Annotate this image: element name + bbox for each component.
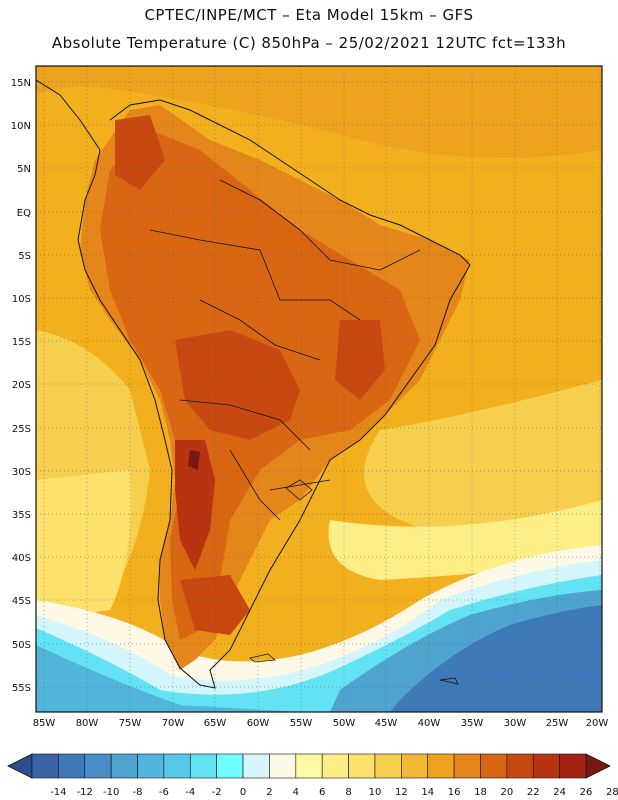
colorbar-label: 12: [395, 787, 408, 798]
lat-label: 45S: [12, 596, 31, 607]
colorbar-segment: [321, 753, 349, 779]
colorbar-label: 10: [369, 787, 382, 798]
map-title-variable: Absolute Temperature (C) 850hPa – 25/02/…: [51, 34, 567, 52]
lon-label: 25W: [546, 718, 569, 729]
colorbar-label: 14: [421, 787, 434, 798]
colorbar-label: 26: [580, 787, 593, 798]
lat-label: 30S: [12, 467, 31, 478]
lon-label: 50W: [333, 718, 356, 729]
lat-label: 5N: [17, 164, 31, 175]
temperature-field: [36, 66, 602, 712]
colorbar-segment: [295, 753, 323, 779]
colorbar-label: 16: [448, 787, 461, 798]
lat-label: 35S: [12, 510, 31, 521]
lon-label: 60W: [247, 718, 270, 729]
lat-label: 10N: [11, 121, 31, 132]
lat-label: 25S: [12, 424, 31, 435]
lat-label: 55S: [12, 683, 31, 694]
colorbar-segment: [559, 753, 587, 779]
colorbar-label: -6: [159, 787, 169, 798]
lat-label: 15S: [12, 337, 31, 348]
colorbar-segment: [453, 753, 481, 779]
lat-label: 40S: [12, 553, 31, 564]
colorbar-label: -14: [50, 787, 66, 798]
temperature-colorbar: -14 -12 -10 -8 -6 -4 -2 0 2 4 6 8 10 12 14 16 18 20 22 24 26…: [7, 753, 618, 798]
colorbar-segment: [269, 753, 297, 779]
colorbar-segment: [84, 753, 112, 779]
colorbar-label: 28: [606, 787, 618, 798]
colorbar-label: -8: [133, 787, 143, 798]
colorbar-segment: [58, 753, 86, 779]
colorbar-label: 8: [345, 787, 351, 798]
colorbar-label: 20: [500, 787, 513, 798]
lat-label: EQ: [17, 208, 31, 219]
colorbar-label: 24: [553, 787, 566, 798]
lat-label: 5S: [18, 251, 31, 262]
map-title-source: CPTEC/INPE/MCT – Eta Model 15km – GFS: [144, 6, 474, 24]
colorbar-segment: [401, 753, 429, 779]
colorbar-label: 4: [293, 787, 299, 798]
colorbar-segment: [216, 753, 244, 779]
colorbar-label: 2: [266, 787, 272, 798]
colorbar-label: -4: [185, 787, 195, 798]
lon-label: 65W: [204, 718, 227, 729]
colorbar-label: 0: [240, 787, 246, 798]
lat-label: 50S: [12, 640, 31, 651]
colorbar-segment: [110, 753, 138, 779]
colorbar-label: 6: [319, 787, 325, 798]
lon-label: 70W: [162, 718, 185, 729]
colorbar-segment: [163, 753, 191, 779]
colorbar-segment: [137, 753, 165, 779]
lon-label: 45W: [375, 718, 398, 729]
colorbar-segment: [506, 753, 534, 779]
colorbar-label: -2: [212, 787, 222, 798]
colorbar-segment: [31, 753, 59, 779]
lat-label: 15N: [11, 78, 31, 89]
lon-label: 75W: [119, 718, 142, 729]
colorbar-segment: [532, 753, 560, 779]
lon-label: 40W: [418, 718, 441, 729]
colorbar-segment: [189, 753, 217, 779]
lon-label: 80W: [76, 718, 99, 729]
colorbar-segment: [242, 753, 270, 779]
colorbar-label: 22: [527, 787, 540, 798]
lat-label: 20S: [12, 380, 31, 391]
lon-label: 20W: [586, 718, 609, 729]
lon-label: 55W: [290, 718, 313, 729]
map-frame: [35, 65, 603, 713]
colorbar-high-triangle: [585, 753, 611, 779]
colorbar-label: -10: [103, 787, 119, 798]
colorbar-segment: [374, 753, 402, 779]
colorbar-low-triangle: [7, 753, 33, 779]
colorbar-label: -12: [77, 787, 93, 798]
colorbar-segment: [427, 753, 455, 779]
lon-label: 30W: [504, 718, 527, 729]
lon-label: 85W: [33, 718, 56, 729]
latitude-axis: 15N 10N 5N EQ 5S 10S 15S 20S 25S 30S 35S…: [11, 78, 31, 694]
colorbar-segment: [480, 753, 508, 779]
longitude-axis: 85W 80W 75W 70W 65W 60W 55W 50W 45W 40W …: [33, 718, 609, 729]
colorbar-segment: [348, 753, 376, 779]
colorbar-label: 18: [474, 787, 487, 798]
lon-label: 35W: [461, 718, 484, 729]
lat-label: 10S: [12, 294, 31, 305]
